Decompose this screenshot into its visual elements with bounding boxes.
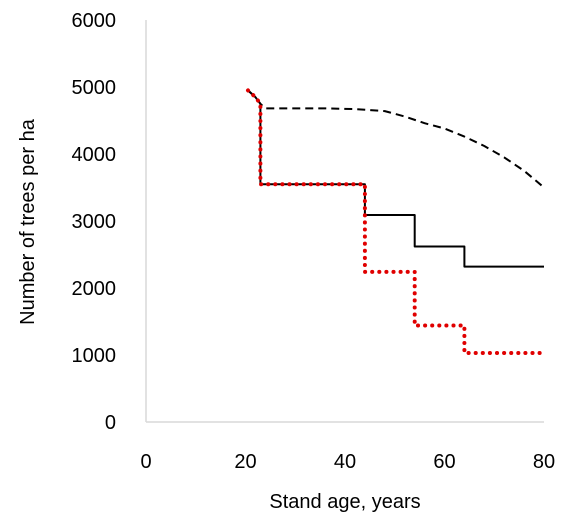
x-tick-label: 20 bbox=[234, 451, 256, 473]
series-layer bbox=[246, 88, 546, 355]
y-tick-label: 4000 bbox=[72, 144, 117, 166]
axes bbox=[145, 20, 544, 423]
x-tick-label: 40 bbox=[334, 451, 356, 473]
y-axis-title: Number of trees per ha bbox=[17, 118, 39, 325]
y-tick-label: 6000 bbox=[72, 10, 117, 32]
tick-labels: 0 1000 2000 3000 4000 5000 6000 0 20 40 60 80 bbox=[72, 10, 556, 473]
x-axis-title: Stand age, years bbox=[269, 491, 420, 513]
x-tick-label: 0 bbox=[140, 451, 151, 473]
y-tick-label: 3000 bbox=[72, 211, 117, 233]
y-tick-label: 5000 bbox=[72, 77, 117, 99]
y-tick-label: 2000 bbox=[72, 278, 117, 300]
y-tick-label: 1000 bbox=[72, 345, 117, 367]
series-line-solid bbox=[247, 89, 544, 268]
x-tick-label: 80 bbox=[533, 451, 555, 473]
series-line-dashed bbox=[247, 89, 545, 189]
y-tick-label: 0 bbox=[105, 412, 116, 434]
series-line-dotted bbox=[246, 88, 546, 355]
x-tick-label: 60 bbox=[433, 451, 455, 473]
